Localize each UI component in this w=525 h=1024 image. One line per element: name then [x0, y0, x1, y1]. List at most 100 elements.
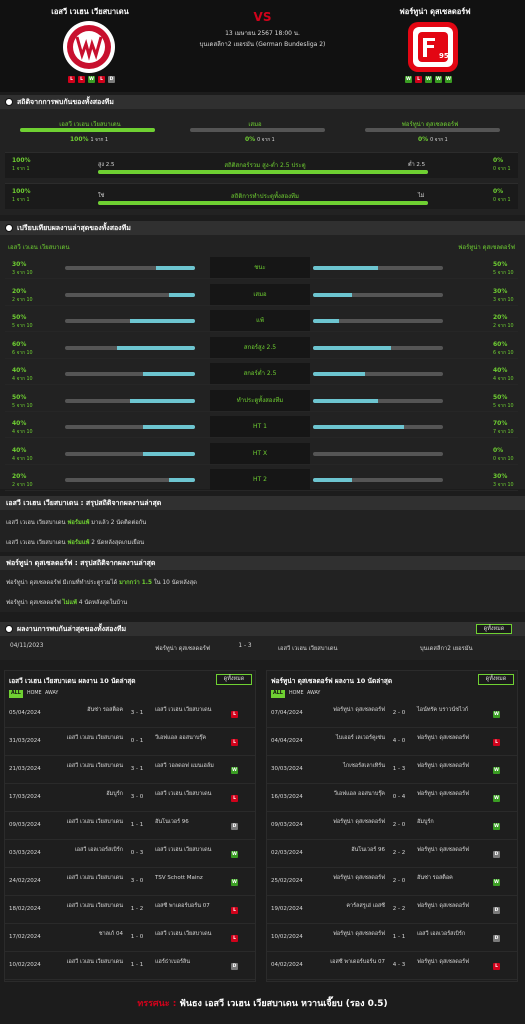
comparison-home-bar	[65, 451, 195, 456]
match-score: 4 - 0	[392, 738, 406, 744]
match-home-team: เอสวี เวเฮน เวียสบาเดน	[66, 819, 123, 825]
comparison-home-count: 5 จาก 10	[12, 324, 33, 329]
away-summary-section: ฟอร์ทูน่า ดุสเซลดอร์ฟ : สรุปสถิติจากผลงา…	[0, 556, 525, 612]
away-summary-title: ฟอร์ทูน่า ดุสเซลดอร์ฟ : สรุปสถิติจากผลงา…	[0, 556, 525, 570]
match-row[interactable]: 02/03/2024 ฮันโนเวอร์ 96 2 - 2 ฟอร์ทูน่า ดุ…	[267, 840, 517, 868]
home-team-form: L L W L D	[68, 76, 115, 83]
comparison-home-pct: 40%	[12, 446, 27, 454]
comparison-away-count: 0 จาก 10	[493, 456, 514, 462]
h2h-away-pct: 0%	[418, 136, 429, 143]
comparison-home-bar	[65, 319, 195, 323]
match-row[interactable]: 10/02/2024 ฟอร์ทูน่า ดุสเซลดอร์ฟ 1 - 1 เอสว…	[267, 924, 517, 952]
match-row[interactable]: 25/02/2024 ฟอร์ทูน่า ดุสเซลดอร์ฟ 2 - 0 ฮันซ…	[267, 868, 517, 896]
ou-right-count: 0 จาก 1	[493, 167, 511, 172]
comparison-away-count: 5 จาก 10	[493, 271, 514, 276]
result-badge: W	[493, 711, 500, 718]
comparison-home-bar	[65, 345, 195, 350]
tab-away[interactable]: AWAY	[307, 691, 321, 696]
comparison-away-count: 7 จาก 10	[493, 430, 514, 435]
match-row[interactable]: 10/02/2024 เอสวี เวเฮน เวียสบาเดน 1 - 1 แฮร…	[5, 952, 255, 980]
bt-left-count: 1 จาก 1	[12, 198, 30, 203]
match-date: 19/02/2024	[271, 906, 303, 912]
away-team-logo: 95	[408, 22, 458, 72]
tab-all[interactable]: ALL	[9, 690, 23, 698]
comparison-home-bar	[65, 292, 195, 297]
result-badge: D	[231, 823, 238, 830]
match-row[interactable]: 09/03/2024 เอสวี เวเฮน เวียสบาเดน 1 - 1 ฮัน…	[5, 812, 255, 840]
result-badge: L	[231, 907, 238, 914]
match-row[interactable]: 03/03/2024 เอสวี เอลเวอร์สเบิร์ก 0 - 3 เอสว…	[5, 840, 255, 868]
football-icon	[5, 98, 13, 106]
form-badge: W	[435, 76, 442, 83]
comparison-home-bar	[65, 266, 195, 270]
match-row[interactable]: 18/02/2024 เอสวี เวเฮน เวียสบาเดน 1 - 2 เอส…	[5, 896, 255, 924]
match-row[interactable]: 24/02/2024 เอสวี เวเฮน เวียสบาเดน 3 - 0 TSV…	[5, 868, 255, 896]
bt-left-pct: 100%	[12, 188, 31, 195]
match-away-team: เอสวี เวเฮน เวียสบาเดน	[155, 707, 212, 713]
comparison-row: 50% 5 จาก 10 แพ้ 20% 2 จาก 10	[5, 310, 518, 332]
h2h-home-stat: 100% 1 จาก 1	[70, 136, 108, 144]
h2h-home-pct: 100%	[70, 136, 89, 143]
match-row[interactable]: 30/03/2024 ไกเซอร์สเลาเทิร์น 1 - 3 ฟอร์ทูน่…	[267, 756, 517, 784]
match-row[interactable]: 09/03/2024 ฟอร์ทูน่า ดุสเซลดอร์ฟ 2 - 0 ฮัมบ…	[267, 812, 517, 840]
match-row[interactable]: 16/03/2024 วีเอฟแอล ออสนาบรุ๊ค 0 - 4 ฟอร์ทู…	[267, 784, 517, 812]
match-row[interactable]: 19/02/2024 คาร์ลสรูเฮ่ เอสซี 2 - 2 ฟอร์ทูน่…	[267, 896, 517, 924]
match-row[interactable]: 04/02/2024 เอสซี พาเดอร์บอร์น 07 4 - 3 ฟอร์…	[267, 952, 517, 980]
home-last10-view-all-button[interactable]: ดูทั้งหมด	[216, 674, 252, 685]
tab-home[interactable]: HOME	[289, 691, 304, 696]
result-badge: W	[231, 767, 238, 774]
match-row[interactable]: 05/04/2024 ฮันซ่า รอสต็อค 3 - 1 เอสวี เวเฮน…	[5, 700, 255, 728]
match-away-team: ฮันโนเวอร์ 96	[155, 819, 189, 825]
match-row[interactable]: 17/02/2024 ชาลเก้ 04 1 - 0 เอสวี เวเฮน เวีย…	[5, 924, 255, 952]
match-score: 4 - 3	[392, 962, 406, 968]
match-score: 0 - 1	[130, 738, 144, 744]
comparison-away-bar	[313, 372, 443, 376]
home-summary-title: เอสวี เวเฮน เวียสบาเดน : สรุปสถิติจากผลง…	[0, 496, 525, 510]
match-date: 09/03/2024	[9, 822, 41, 828]
away-last10-view-all-button[interactable]: ดูทั้งหมด	[478, 674, 514, 685]
past-meetings-section: ผลงานการพบกันล่าสุดของทั้งสองทีม ดูทั้งห…	[0, 622, 525, 660]
team-text: เอสวี เวเฮน เวียสบาเดน	[6, 520, 66, 526]
section-title-text: สถิติจากการพบกันของทั้งสองทีม	[17, 98, 114, 106]
comparison-row: 50% 5 จาก 10 ทำประตูทั้งสองทีม 50% 5 จาก 10	[5, 389, 518, 412]
tab-home[interactable]: HOME	[27, 691, 42, 696]
match-away-team: เอสวี เอลเวอร์สเบิร์ก	[417, 931, 466, 937]
ou-right-label: ต่ำ 2.5	[408, 162, 426, 168]
match-home-team: เอสวี เวเฮน เวียสบาเดน	[66, 903, 123, 909]
h2h-away-count: 0 จาก 1	[430, 138, 448, 143]
match-date: 02/03/2024	[271, 850, 303, 856]
match-home-team: ฮันโนเวอร์ 96	[351, 847, 385, 853]
home-summary-section: เอสวี เวเฮน เวียสบาเดน : สรุปสถิติจากผลง…	[0, 496, 525, 552]
tab-away[interactable]: AWAY	[45, 691, 59, 696]
detail-text: 2 นัดหลังสุดเกมเยือน	[91, 540, 145, 546]
match-row[interactable]: 04/04/2024 ไบเออร์ เลเวอร์คูเซ่น 4 - 0 ฟอร์…	[267, 728, 517, 756]
match-away-team: เอสซี พาเดอร์บอร์น 07	[155, 903, 210, 909]
comparison-home-count: 3 จาก 10	[12, 271, 33, 276]
tab-all[interactable]: ALL	[271, 690, 285, 698]
match-score: 3 - 0	[130, 794, 144, 800]
match-date: 10/02/2024	[9, 962, 41, 968]
highlight-text: ไม่แพ้	[62, 600, 77, 606]
match-date: 04/04/2024	[271, 738, 303, 744]
result-badge: L	[493, 739, 500, 746]
match-row[interactable]: 31/03/2024 เอสวี เวเฮน เวียสบาเดน 0 - 1 วีเ…	[5, 728, 255, 756]
match-away-team: แฮร์ธ่าเบอร์ลิน	[155, 959, 191, 965]
comparison-label: แพ้	[210, 310, 310, 331]
result-badge: W	[231, 879, 238, 886]
match-away-team: ฟอร์ทูน่า ดุสเซลดอร์ฟ	[417, 959, 470, 965]
match-date: 09/03/2024	[271, 822, 303, 828]
match-row[interactable]: 21/03/2024 เอสวี เวเฮน เวียสบาเดน 3 - 1 เอส…	[5, 756, 255, 784]
team-text: ฟอร์ทูน่า ดุสเซลดอร์ฟ	[6, 580, 61, 586]
comparison-label: HT X	[210, 442, 310, 464]
result-badge: D	[231, 963, 238, 970]
section-title-text: ผลงานการพบกันล่าสุดของทั้งสองทีม	[17, 625, 127, 633]
match-row[interactable]: 17/03/2024 ฮัมบูร์ก 3 - 0 เอสวี เวเฮน เวียส…	[5, 784, 255, 812]
comparison-row: 60% 6 จาก 10 สกอร์สูง 2.5 60% 6 จาก 10	[5, 336, 518, 359]
match-row[interactable]: 07/04/2024 ฟอร์ทูน่า ดุสเซลดอร์ฟ 2 - 0 ไอน์…	[267, 700, 517, 728]
h2h-home-bar	[20, 128, 155, 132]
home-summary-line-2: เอสวี เวเฮน เวียสบาเดน ฟอร์มแพ้ 2 นัดหลั…	[6, 537, 144, 547]
highlight-text: ฟอร์มแพ้	[67, 520, 90, 526]
match-away-team: เอสวี วอลดอฟ แมนเฮล์ม	[155, 763, 214, 769]
match-date: 13 เมษายน 2567 18:00 น.	[225, 30, 300, 37]
past-view-all-button[interactable]: ดูทั้งหมด	[476, 624, 512, 634]
